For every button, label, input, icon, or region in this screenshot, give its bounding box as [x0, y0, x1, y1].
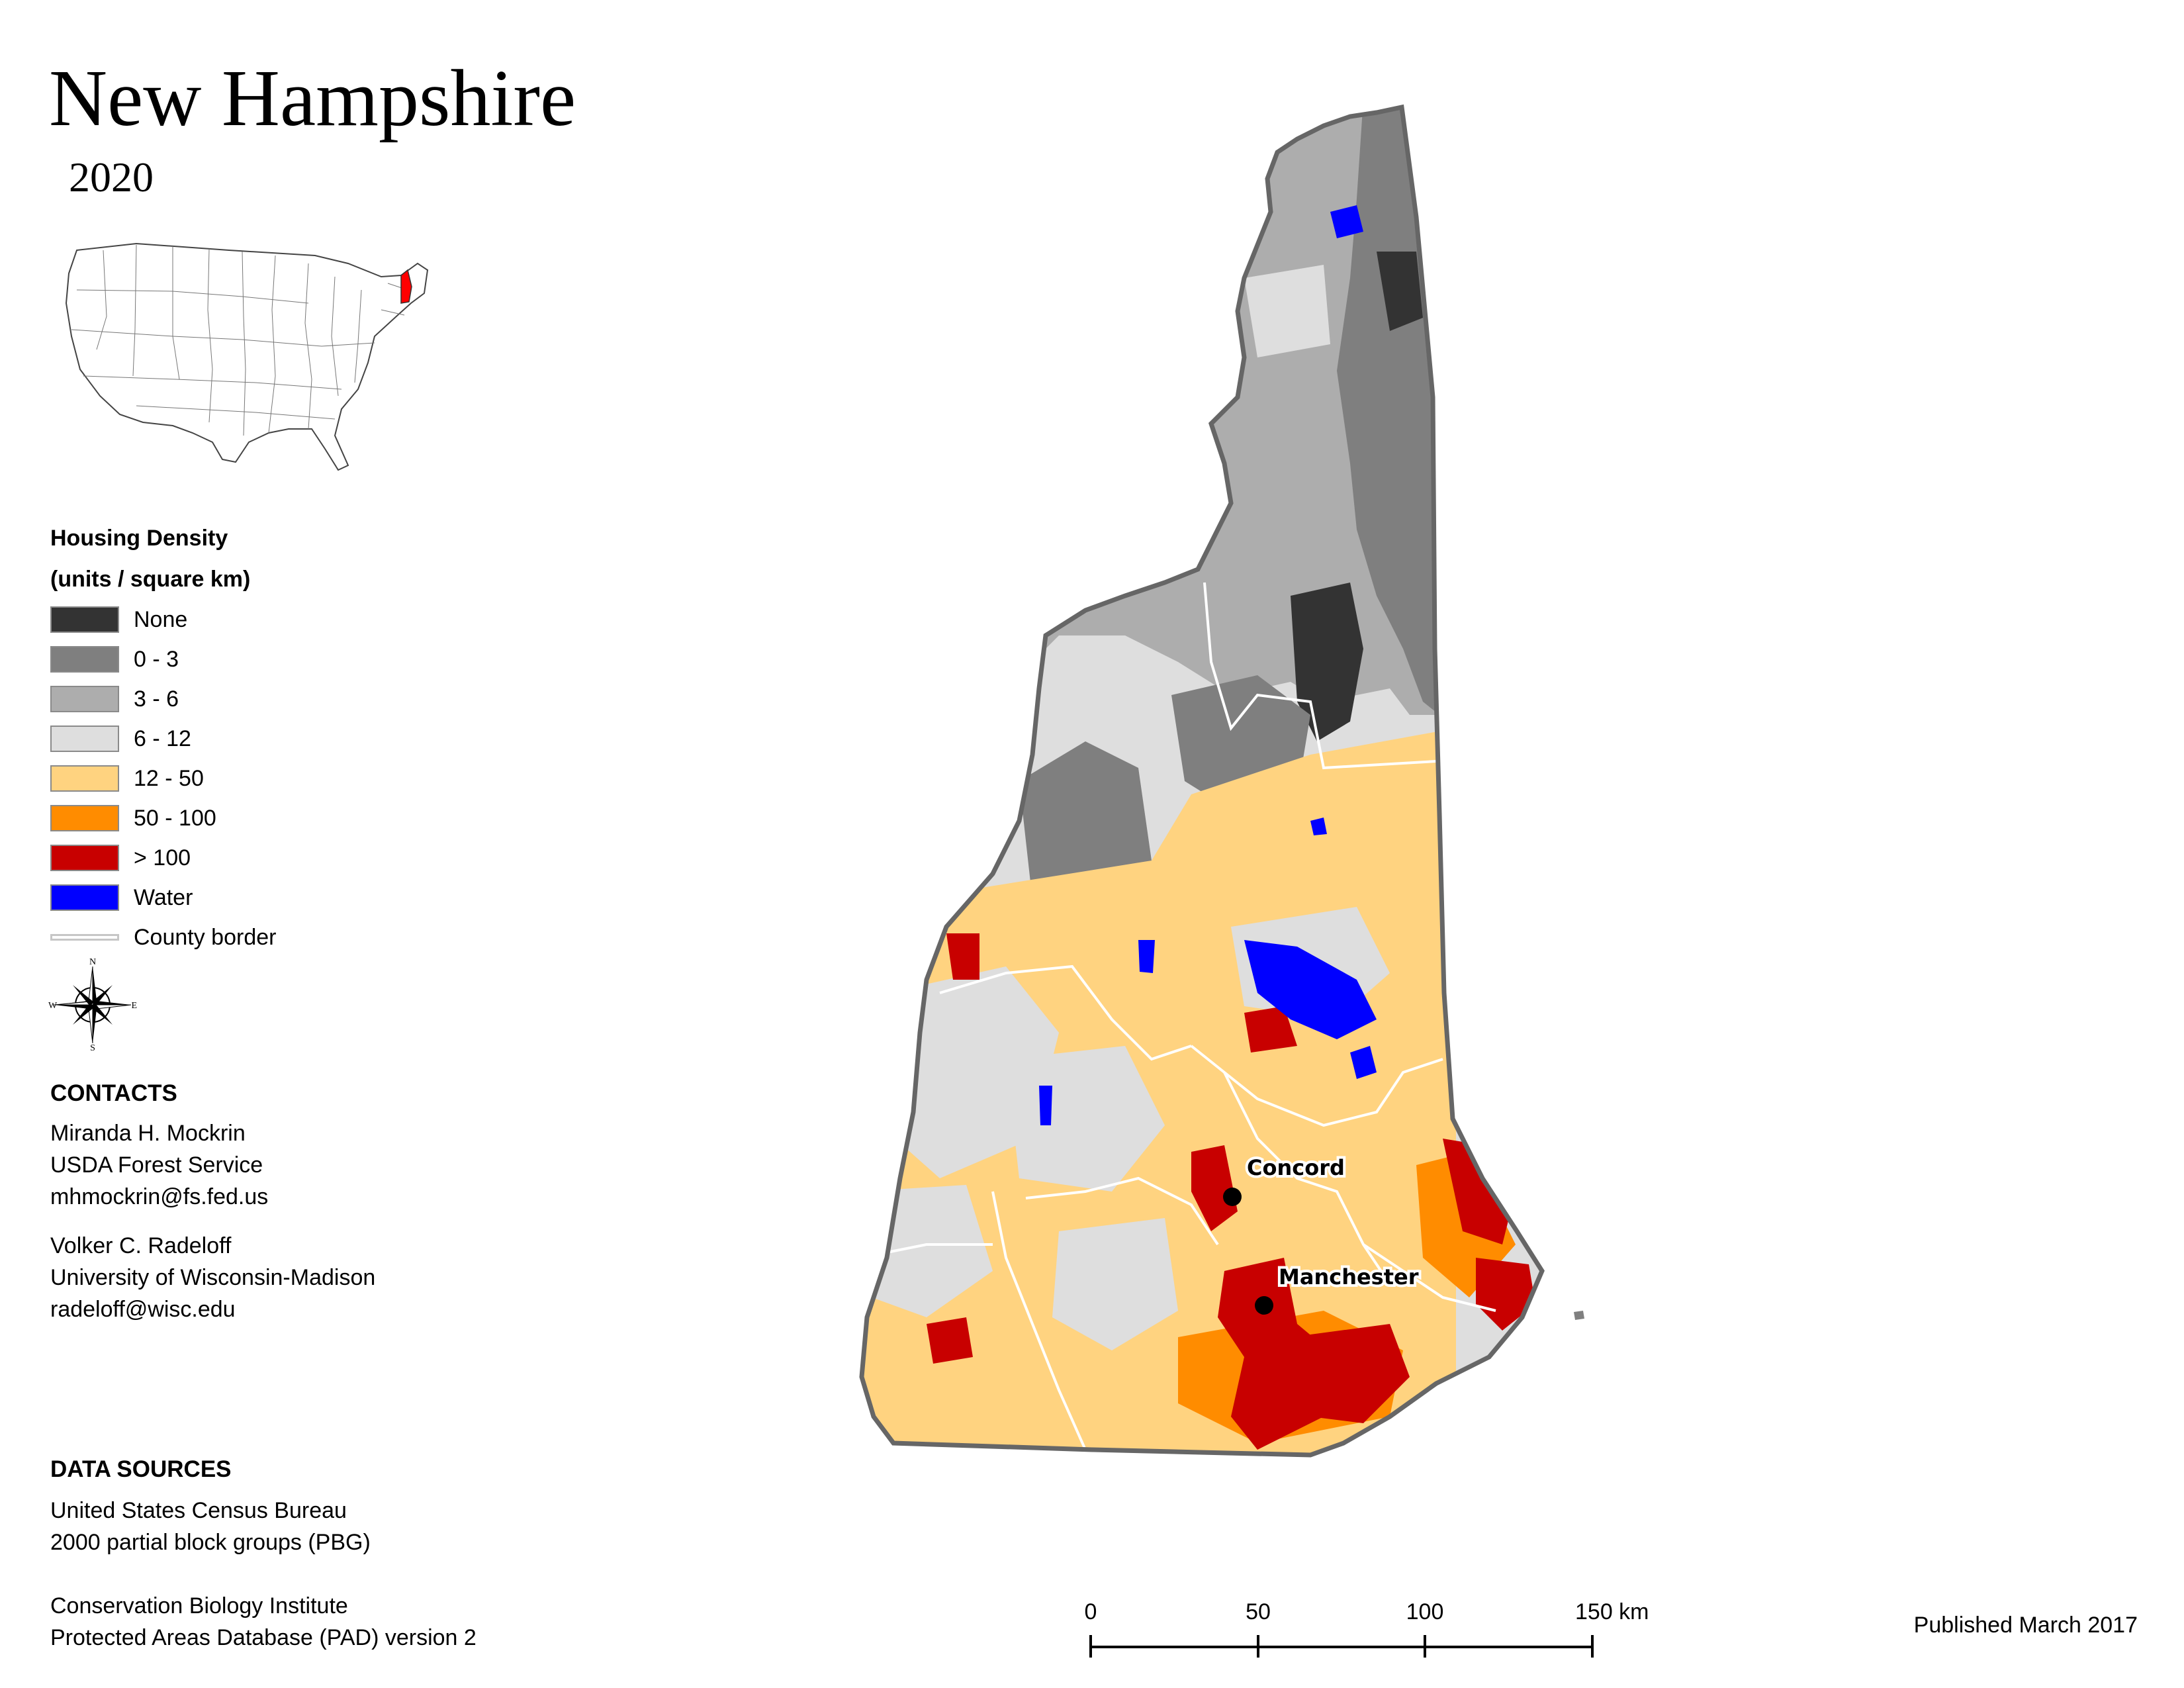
legend-item-none: None [50, 600, 447, 639]
contact-2-email[interactable]: radeloff@wisc.edu [50, 1297, 236, 1322]
legend-label: > 100 [134, 845, 191, 870]
data-source-2: Conservation Biology Institute Protected… [50, 1590, 477, 1654]
legend-swatch [50, 884, 119, 911]
legend-swatch [50, 646, 119, 673]
county-borders [862, 582, 1496, 1450]
region-over-100-concord [1191, 1145, 1238, 1231]
legend-swatch [50, 934, 119, 941]
region-6-12-w [1006, 1046, 1165, 1192]
legend-item-12-50: 12 - 50 [50, 759, 447, 798]
region-over-100-dover [1443, 1139, 1516, 1244]
contact-1-email[interactable]: mhmockrin@fs.fed.us [50, 1184, 269, 1209]
legend-label: 6 - 12 [134, 726, 191, 751]
scale-bar: 0 50 100 150 km [1085, 1599, 1649, 1658]
legend-label: 3 - 6 [134, 686, 179, 712]
water-ossipee-lake [1350, 1046, 1377, 1079]
us-locator-map [65, 242, 429, 471]
legend-label: 50 - 100 [134, 805, 216, 831]
scale-label-150: 150 km [1575, 1599, 1649, 1624]
contact-2-org: University of Wisconsin-Madison [50, 1265, 376, 1290]
water-lake-winnipesaukee [1244, 940, 1377, 1039]
legend-label: County border [134, 924, 277, 950]
data-source-2-line1: Conservation Biology Institute [50, 1593, 348, 1618]
legend-item-0-3: 0 - 3 [50, 639, 447, 679]
legend: Housing Density (units / square km) None… [50, 518, 447, 957]
legend-swatch [50, 845, 119, 871]
data-source-1-line2: 2000 partial block groups (PBG) [50, 1530, 371, 1555]
compass-w: W [48, 1001, 58, 1011]
compass-s: S [90, 1043, 95, 1051]
contact-1-org: USDA Forest Service [50, 1152, 263, 1178]
city-label-concord: Concord [1247, 1155, 1345, 1180]
scale-label-50: 50 [1246, 1599, 1271, 1624]
region-6-12-north [1244, 265, 1330, 357]
water-lake-north [1310, 818, 1327, 835]
city-label-manchester: Manchester [1279, 1264, 1419, 1289]
map-year: 2020 [69, 154, 154, 201]
data-source-2-line2: Protected Areas Database (PAD) version 2 [50, 1625, 477, 1650]
contact-2: Volker C. Radeloff University of Wiscons… [50, 1230, 375, 1325]
map-title: New Hampshire [49, 54, 576, 143]
contact-1: Miranda H. Mockrin USDA Forest Service m… [50, 1117, 268, 1213]
published-date: Published March 2017 [1913, 1613, 2138, 1638]
new-hampshire-highlight [400, 269, 412, 304]
data-source-1-line1: United States Census Bureau [50, 1498, 347, 1523]
data-sources-heading: DATA SOURCES [50, 1456, 232, 1482]
legend-item-county-border: County border [50, 917, 447, 957]
region-6-12-s [1052, 1218, 1178, 1350]
compass-e: E [131, 1001, 137, 1011]
legend-units: (units / square km) [50, 567, 251, 592]
legend-title: Housing Density [50, 526, 228, 551]
compass-n: N [89, 959, 96, 967]
water-newfound-lake [1138, 940, 1155, 973]
contact-2-name: Volker C. Radeloff [50, 1233, 232, 1258]
legend-item-over-100: > 100 [50, 838, 447, 878]
region-over-100-nashua [1291, 1324, 1410, 1423]
contact-1-name: Miranda H. Mockrin [50, 1121, 246, 1146]
data-source-1: United States Census Bureau 2000 partial… [50, 1495, 371, 1558]
legend-swatch [50, 765, 119, 792]
region-over-100-lebanon [946, 933, 979, 980]
legend-item-6-12: 6 - 12 [50, 719, 447, 759]
region-none-2 [1377, 252, 1423, 331]
legend-swatch [50, 726, 119, 752]
us-outline [65, 242, 429, 471]
water-first-connecticut-lake [1330, 205, 1363, 238]
legend-swatch [50, 606, 119, 633]
compass-rose-icon: N S W E [48, 959, 137, 1051]
legend-swatch [50, 686, 119, 712]
manchester-marker [1255, 1296, 1273, 1315]
legend-label: 0 - 3 [134, 646, 179, 672]
contacts-heading: CONTACTS [50, 1080, 177, 1106]
scale-label-100: 100 [1406, 1599, 1444, 1624]
legend-item-water: Water [50, 878, 447, 917]
legend-label: Water [134, 884, 193, 910]
scale-label-0: 0 [1085, 1599, 1097, 1624]
legend-swatch [50, 805, 119, 831]
water-sunapee-lake [1039, 1086, 1052, 1125]
legend-label: None [134, 606, 188, 632]
legend-label: 12 - 50 [134, 765, 204, 791]
region-over-100-portsmouth [1476, 1258, 1535, 1331]
legend-item-50-100: 50 - 100 [50, 798, 447, 838]
nh-housing-density-map: Concord Manchester [859, 104, 1584, 1458]
legend-item-3-6: 3 - 6 [50, 679, 447, 719]
region-over-100-laconia [1244, 1006, 1297, 1053]
concord-marker [1223, 1188, 1242, 1206]
isles-of-shoals [1574, 1311, 1584, 1320]
density-fill [862, 107, 1542, 1455]
nh-state-outline [859, 104, 1545, 1458]
region-over-100-keene [927, 1317, 973, 1364]
